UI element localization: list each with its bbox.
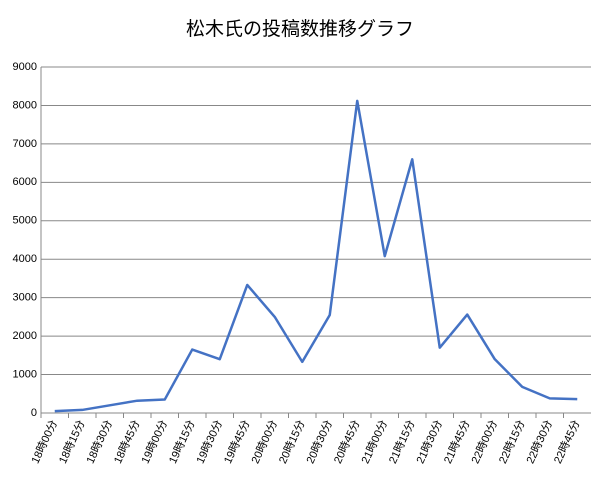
x-tick-label: 21時30分	[414, 418, 445, 466]
x-tick-label: 22時30分	[524, 418, 555, 466]
y-tick-label: 1000	[13, 368, 37, 380]
x-tick-label: 21時15分	[386, 418, 417, 466]
x-tick-label: 21時45分	[441, 418, 472, 466]
y-tick-label: 6000	[13, 176, 37, 188]
x-tick-label: 18時30分	[84, 418, 115, 466]
x-tick-label: 22時00分	[469, 418, 500, 466]
x-tick-label: 19時30分	[194, 418, 225, 466]
x-tick-label: 18時15分	[56, 418, 87, 466]
y-tick-label: 7000	[13, 138, 37, 150]
x-tick-label: 22時45分	[551, 418, 582, 466]
y-tick-label: 9000	[13, 61, 37, 73]
y-tick-label: 4000	[13, 253, 37, 265]
x-tick-label: 20時00分	[249, 418, 280, 466]
x-tick-label: 19時45分	[221, 418, 252, 466]
x-tick-label: 22時15分	[496, 418, 527, 466]
x-tick-label: 18時45分	[111, 418, 142, 466]
x-tick-label: 19時15分	[166, 418, 197, 466]
y-tick-label: 3000	[13, 292, 37, 304]
x-tick-label: 20時15分	[276, 418, 307, 466]
chart-title: 松木氏の投稿数推移グラフ	[186, 18, 414, 40]
y-tick-label: 2000	[13, 330, 37, 342]
y-tick-label: 0	[31, 407, 37, 419]
data-line	[54, 99, 578, 413]
x-tick-label: 21時00分	[359, 418, 390, 466]
y-tick-label: 5000	[13, 215, 37, 227]
x-tick-label: 20時45分	[331, 418, 362, 466]
x-tick-label: 19時00分	[139, 418, 170, 466]
x-tick-label: 18時00分	[29, 418, 60, 466]
y-tick-label: 8000	[13, 99, 37, 111]
x-tick-label: 20時30分	[304, 418, 335, 466]
